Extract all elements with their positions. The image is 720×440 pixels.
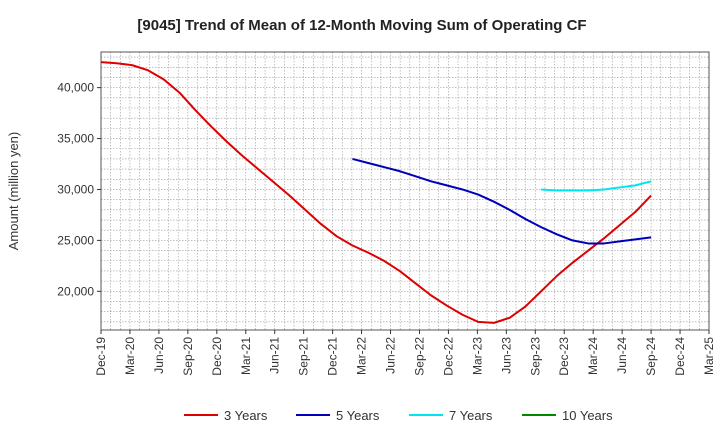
- x-tick-label: Jun-23: [499, 337, 513, 374]
- series-line-5-years: [352, 157, 652, 245]
- x-tick-label: Sep-21: [297, 337, 311, 376]
- x-tick-label: Dec-24: [673, 337, 687, 376]
- x-tick-label: Sep-20: [181, 337, 195, 376]
- x-tick-label: Dec-23: [557, 337, 571, 376]
- x-tick-label: Sep-22: [412, 337, 426, 376]
- y-tick-label: 30,000: [57, 182, 94, 196]
- x-tick-label: Sep-24: [644, 337, 658, 376]
- legend-label: 3 Years: [224, 408, 268, 423]
- x-tick-label: Dec-21: [326, 337, 340, 376]
- legend-label: 7 Years: [449, 408, 493, 423]
- x-tick-label: Jun-21: [268, 337, 282, 374]
- y-tick-label: 25,000: [57, 233, 94, 247]
- x-tick-label: Mar-24: [586, 337, 600, 375]
- y-tick-label: 20,000: [57, 284, 94, 298]
- y-tick-label: 35,000: [57, 132, 94, 146]
- x-tick-label: Mar-21: [239, 337, 253, 375]
- x-tick-label: Mar-23: [470, 337, 484, 375]
- x-tick-label: Dec-20: [210, 337, 224, 376]
- x-ticks: Dec-19 Mar-20 Jun-20 Sep-20 Dec-20 Mar-21 Jun-…: [94, 330, 716, 376]
- x-tick-label: Mar-25: [702, 337, 716, 375]
- grid: [100, 52, 710, 330]
- series-line-3-years: [100, 61, 652, 324]
- legend-label: 10 Years: [562, 408, 613, 423]
- plot-frame: [100, 51, 710, 331]
- x-tick-label: Jun-20: [152, 337, 166, 374]
- x-tick-label: Dec-22: [441, 337, 455, 376]
- x-tick-label: Mar-20: [123, 337, 137, 375]
- x-tick-label: Sep-23: [528, 337, 542, 376]
- series-group: [100, 61, 652, 324]
- x-tick-label: Dec-19: [94, 337, 108, 376]
- y-ticks: 20,000 25,000 30,000 35,000 40,000: [57, 81, 101, 298]
- y-tick-label: 40,000: [57, 81, 94, 95]
- chart-title: [9045] Trend of Mean of 12-Month Moving …: [137, 17, 586, 34]
- x-tick-label: Mar-22: [355, 337, 369, 375]
- x-tick-label: Jun-24: [615, 337, 629, 374]
- legend-label: 5 Years: [336, 408, 380, 423]
- series-line-7-years: [541, 180, 652, 192]
- legend: 3 Years 5 Years 7 Years 10 Years: [184, 408, 613, 423]
- y-axis-label: Amount (million yen): [6, 132, 21, 251]
- x-tick-label: Jun-22: [384, 337, 398, 374]
